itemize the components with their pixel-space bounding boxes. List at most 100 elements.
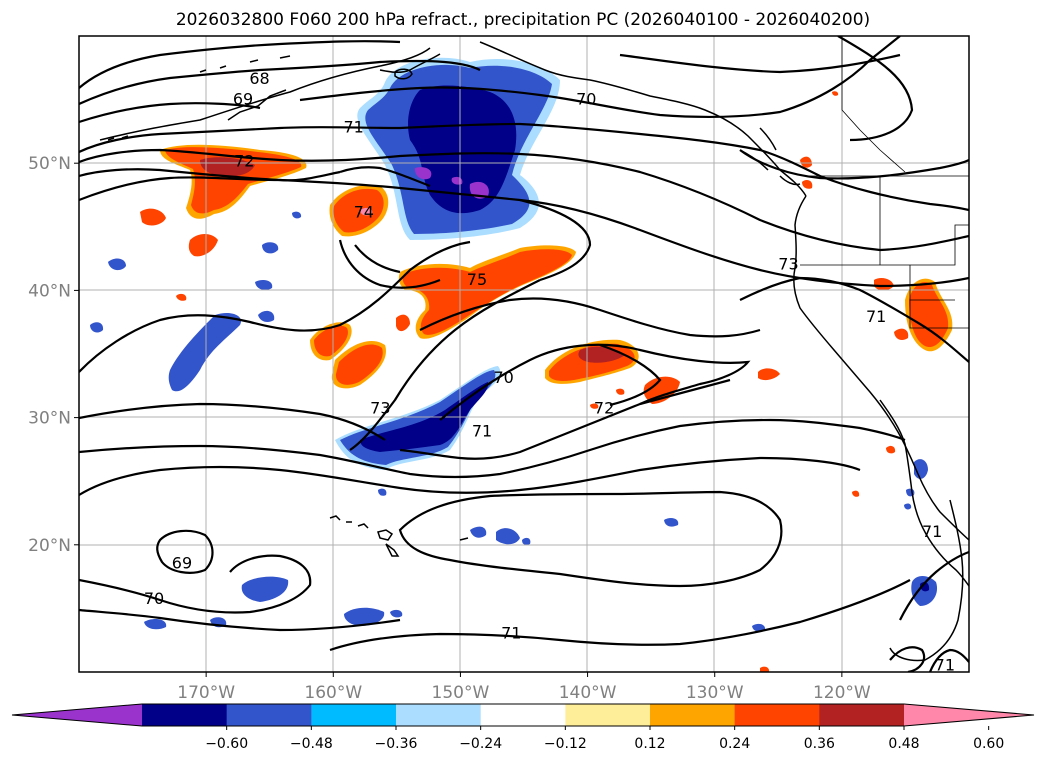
precip-neg-region bbox=[390, 609, 403, 618]
state-borders bbox=[800, 176, 969, 329]
contour-label: 71 bbox=[501, 624, 521, 643]
y-axis-ticks: 20°N 30°N 40°N 50°N bbox=[28, 154, 79, 556]
colorbar-tick-label: −0.12 bbox=[544, 736, 587, 752]
precip-pos-region bbox=[165, 147, 302, 214]
precip-pos-region bbox=[200, 157, 255, 177]
colorbar-tick-label: 0.12 bbox=[634, 736, 665, 752]
precip-neg-region bbox=[344, 607, 385, 626]
contour-label: 72 bbox=[234, 152, 254, 171]
precip-pos-region bbox=[874, 278, 894, 291]
precip-pos-region bbox=[590, 403, 599, 409]
x-tick-label: 170°W bbox=[177, 683, 235, 703]
precip-neg-region bbox=[904, 503, 912, 510]
precip-neg-region bbox=[496, 528, 520, 545]
chart-title: 2026032800 F060 200 hPa refract., precip… bbox=[176, 10, 870, 30]
precip-pos-region bbox=[176, 293, 187, 301]
y-tick-label: 20°N bbox=[28, 536, 71, 556]
precip-neg-region bbox=[664, 517, 679, 527]
contour-label: 71 bbox=[472, 421, 492, 440]
alaska-coast bbox=[99, 41, 807, 197]
hawaii-islands bbox=[329, 515, 469, 557]
colorbar-swatch bbox=[734, 704, 820, 726]
aleutian-islands bbox=[107, 55, 291, 141]
colorbar-tick-label: 0.48 bbox=[888, 736, 919, 752]
precip-pos-region bbox=[800, 156, 812, 168]
contour-72-south bbox=[419, 297, 761, 407]
alaska-canada-border bbox=[841, 36, 906, 173]
precip-neg-region bbox=[470, 526, 487, 538]
precip-shading bbox=[90, 57, 953, 672]
precip-pos-region bbox=[188, 234, 218, 257]
contour-label: 70 bbox=[576, 89, 596, 108]
contour-71-southeast bbox=[928, 648, 969, 672]
precip-pos-region bbox=[802, 180, 813, 189]
colorbar-tick-label: 0.24 bbox=[719, 736, 750, 752]
precip-neg-region bbox=[378, 488, 387, 496]
kodiak-island bbox=[394, 68, 413, 80]
contour-jet-inner bbox=[79, 343, 751, 460]
contour-label: 71 bbox=[922, 522, 942, 541]
precip-pos-region bbox=[402, 249, 572, 335]
north-america-west-coast bbox=[793, 195, 969, 541]
colorbar-tick-label: −0.60 bbox=[205, 736, 248, 752]
precip-pos-region bbox=[396, 314, 410, 332]
contour-label: 69 bbox=[172, 554, 192, 573]
precip-neg-region bbox=[90, 322, 104, 333]
contour-label: 71 bbox=[935, 655, 955, 674]
contour-70b bbox=[79, 554, 401, 632]
precip-pos-region bbox=[894, 328, 909, 340]
colorbar-extend-high bbox=[904, 704, 1034, 726]
contour-southeast bbox=[899, 550, 969, 621]
contour-label: 72 bbox=[594, 398, 614, 417]
contour-72 bbox=[79, 148, 969, 252]
x-tick-label: 130°W bbox=[686, 683, 744, 703]
precip-neg-region bbox=[360, 382, 489, 452]
precip-neg-region bbox=[752, 623, 766, 632]
coastlines bbox=[99, 41, 969, 662]
precip-pos-region bbox=[360, 207, 373, 216]
colorbar-swatch bbox=[396, 704, 482, 726]
contour-label: 73 bbox=[778, 255, 798, 274]
precip-pos-region bbox=[909, 281, 949, 348]
colorbar-tick-label: −0.24 bbox=[459, 736, 502, 752]
precip-pos-region bbox=[758, 368, 780, 381]
colorbar: −0.60 −0.48 −0.36 −0.24 −0.12 0.12 0.24 0.36 0.4… bbox=[11, 703, 1035, 752]
contour-71-south bbox=[79, 418, 906, 479]
contour-label: 70 bbox=[144, 589, 164, 608]
contour-69-loop bbox=[156, 529, 214, 574]
map-frame bbox=[78, 35, 970, 673]
precip-pos-region bbox=[335, 344, 383, 385]
x-tick-label: 140°W bbox=[559, 683, 617, 703]
colorbar-swatch bbox=[819, 704, 905, 726]
contour-label: 68 bbox=[249, 69, 269, 88]
colorbar-tick-label: −0.36 bbox=[375, 736, 418, 752]
precip-pos-region bbox=[643, 376, 680, 404]
contour-label: 73 bbox=[370, 398, 390, 417]
precip-neg-region bbox=[255, 280, 273, 290]
contour-label: 69 bbox=[233, 89, 253, 108]
colorbar-tick-label: −0.48 bbox=[290, 736, 333, 752]
colorbar-swatch bbox=[142, 704, 228, 726]
contour-68 bbox=[79, 40, 401, 89]
precip-neg-region bbox=[262, 242, 279, 254]
precip-neg-region bbox=[292, 211, 302, 219]
precip-pos-region bbox=[852, 490, 860, 497]
contour-label: 70 bbox=[493, 368, 513, 387]
x-tick-label: 150°W bbox=[432, 683, 490, 703]
precip-pos-region bbox=[140, 208, 166, 226]
precip-pos-region bbox=[616, 388, 625, 395]
contour-east-jet bbox=[739, 276, 969, 363]
precip-neg-region bbox=[408, 85, 517, 214]
precip-neg-region bbox=[144, 619, 167, 630]
x-tick-label: 120°W bbox=[813, 683, 871, 703]
contour-74 bbox=[79, 170, 592, 282]
colorbar-swatch bbox=[650, 704, 736, 726]
contour-70 bbox=[79, 36, 969, 180]
colorbar-swatch bbox=[565, 704, 651, 726]
precip-neg-region bbox=[258, 310, 275, 323]
precip-pos-region bbox=[314, 325, 348, 357]
precip-neg-region bbox=[522, 537, 531, 545]
